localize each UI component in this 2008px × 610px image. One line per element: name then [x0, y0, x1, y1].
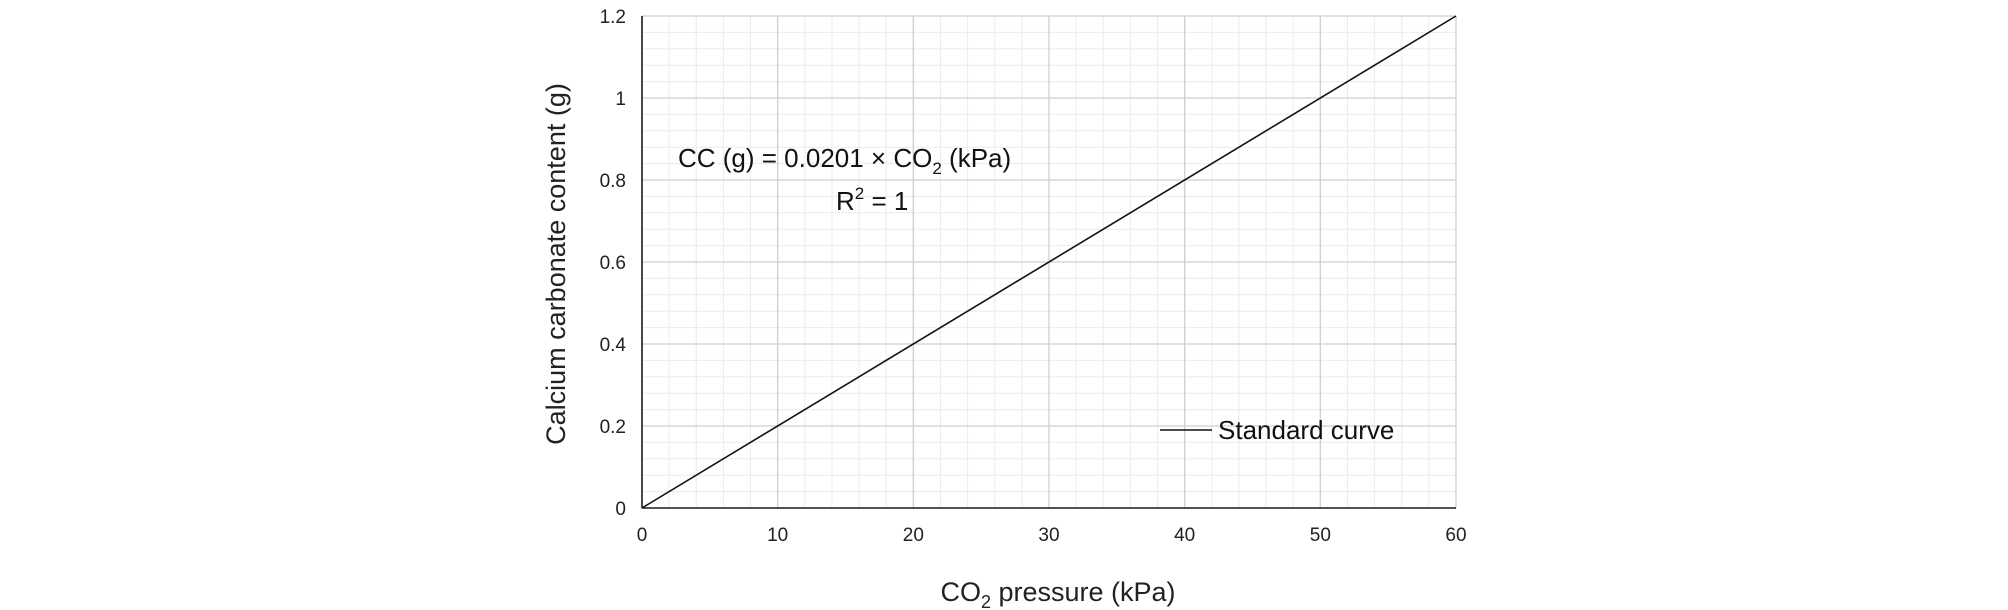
r-squared-annotation: R2 = 1: [836, 184, 908, 216]
x-tick-label: 30: [1038, 525, 1059, 546]
x-tick-label: 40: [1174, 525, 1195, 546]
x-tick-label: 60: [1445, 525, 1466, 546]
x-tick-label: 0: [637, 525, 648, 546]
legend: Standard curve: [1160, 415, 1394, 445]
series-line-standard-curve: [641, 15, 1457, 509]
x-tick-label: 20: [903, 525, 924, 546]
y-axis-title: Calcium carbonate content (g): [541, 83, 571, 445]
legend-label-standard-curve: Standard curve: [1218, 415, 1394, 445]
y-tick-label: 0.4: [600, 335, 627, 356]
y-tick-label: 0.6: [600, 253, 626, 274]
equation-annotation: CC (g) = 0.0201 × CO2 (kPa): [678, 143, 1011, 178]
y-tick-label: 0.8: [600, 171, 626, 192]
y-tick-label: 0: [615, 499, 626, 520]
x-tick-label: 10: [767, 525, 788, 546]
y-tick-labels: 0 0.2 0.4 0.6 0.8 1 1.2: [600, 7, 627, 520]
x-tick-labels: 0 10 20 30 40 50 60: [637, 525, 1467, 546]
x-tick-label: 50: [1310, 525, 1331, 546]
y-tick-label: 1: [615, 89, 626, 110]
y-tick-label: 0.2: [600, 417, 626, 438]
x-axis-title: CO2 pressure (kPa): [940, 577, 1175, 610]
axes: [641, 16, 1456, 509]
series-layer: [641, 15, 1457, 509]
y-tick-label: 1.2: [600, 7, 626, 28]
